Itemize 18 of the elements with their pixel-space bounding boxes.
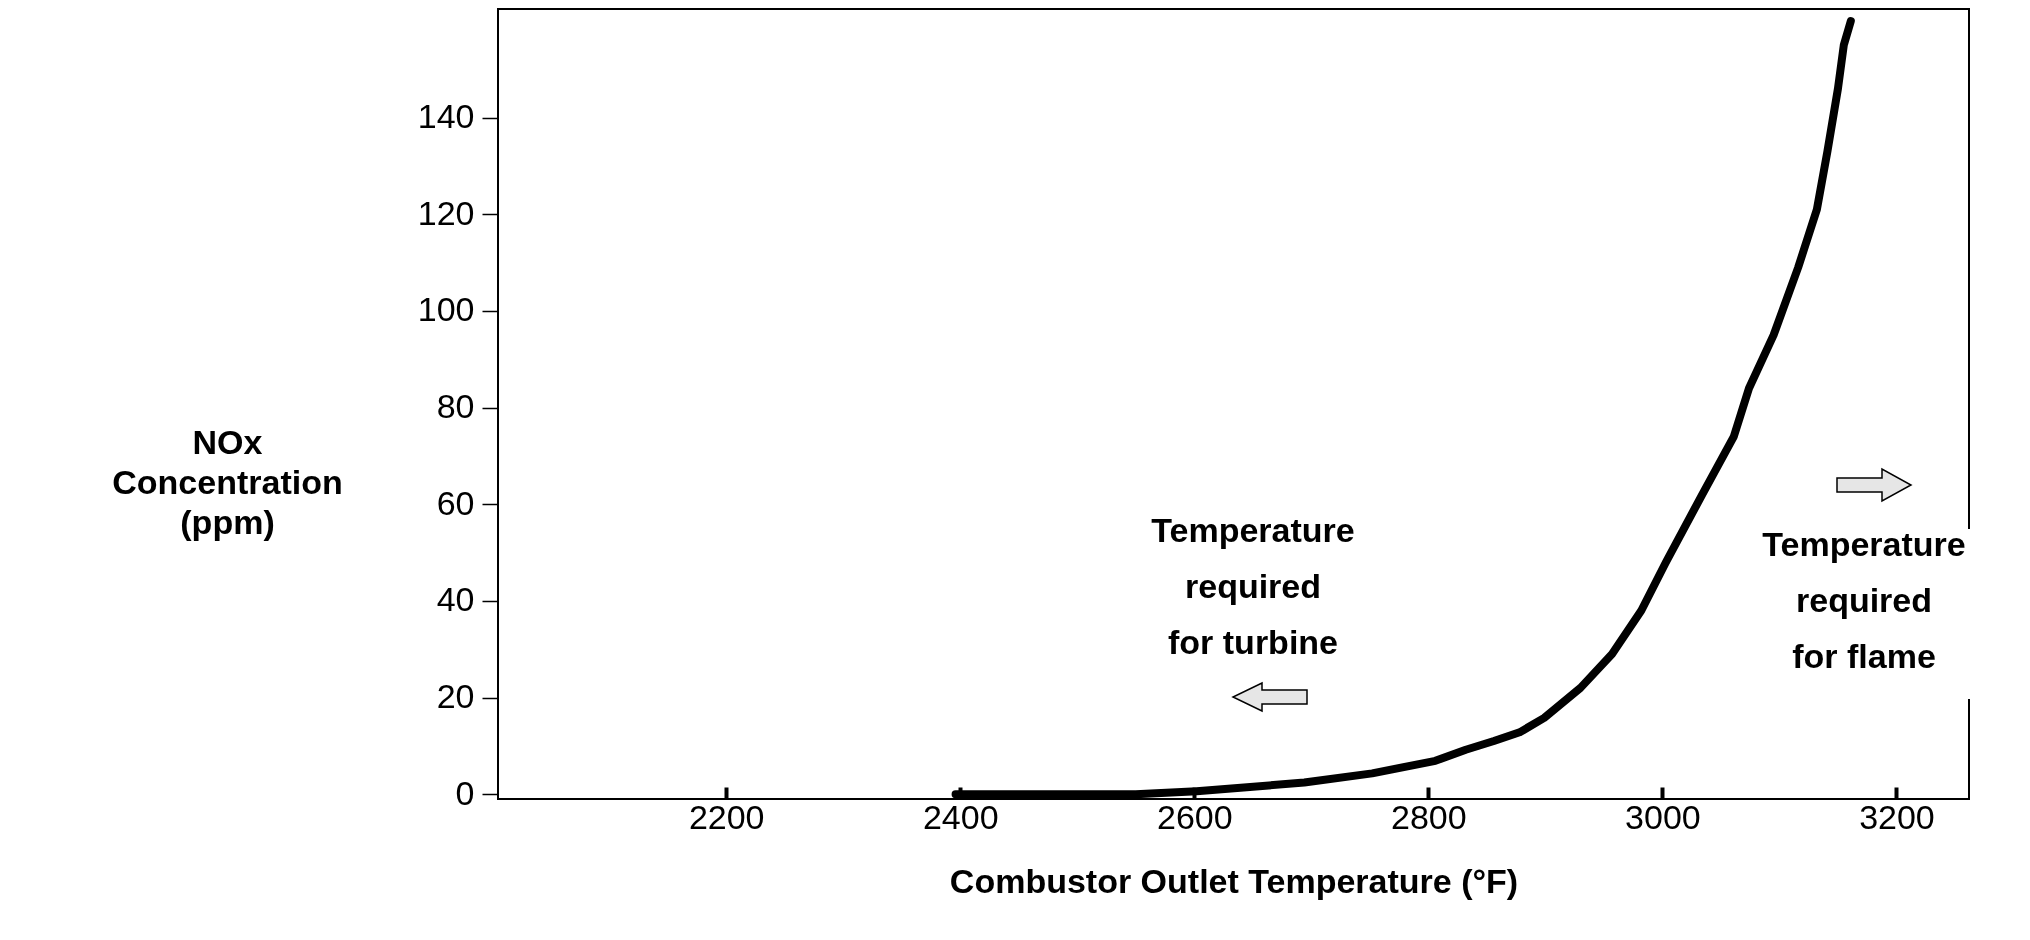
annotation: Temperature required for turbine bbox=[1151, 511, 1355, 661]
y-tick-label: 140 bbox=[417, 97, 475, 136]
y-tick-label: 80 bbox=[436, 387, 475, 426]
y-tick-label: 120 bbox=[417, 193, 475, 232]
annotation: Temperature required for flame bbox=[1762, 525, 1966, 675]
y-tick-label: 100 bbox=[417, 290, 475, 329]
x-axis-title: Combustor Outlet Temperature (°F) bbox=[949, 861, 1519, 900]
x-tick-label: 2200 bbox=[688, 797, 765, 836]
x-tick-label: 3000 bbox=[1625, 797, 1701, 836]
y-tick-label: 0 bbox=[455, 773, 475, 812]
y-tick-label: 20 bbox=[436, 677, 475, 716]
x-tick-label: 2600 bbox=[1156, 797, 1233, 836]
y-axis-title: NOx Concentration (ppm) bbox=[112, 422, 343, 541]
x-tick-label: 2800 bbox=[1391, 797, 1467, 836]
y-tick-label: 40 bbox=[436, 580, 475, 619]
x-tick-label: 2400 bbox=[922, 797, 999, 836]
y-tick-label: 60 bbox=[436, 483, 475, 522]
x-tick-label: 3200 bbox=[1859, 797, 1935, 836]
